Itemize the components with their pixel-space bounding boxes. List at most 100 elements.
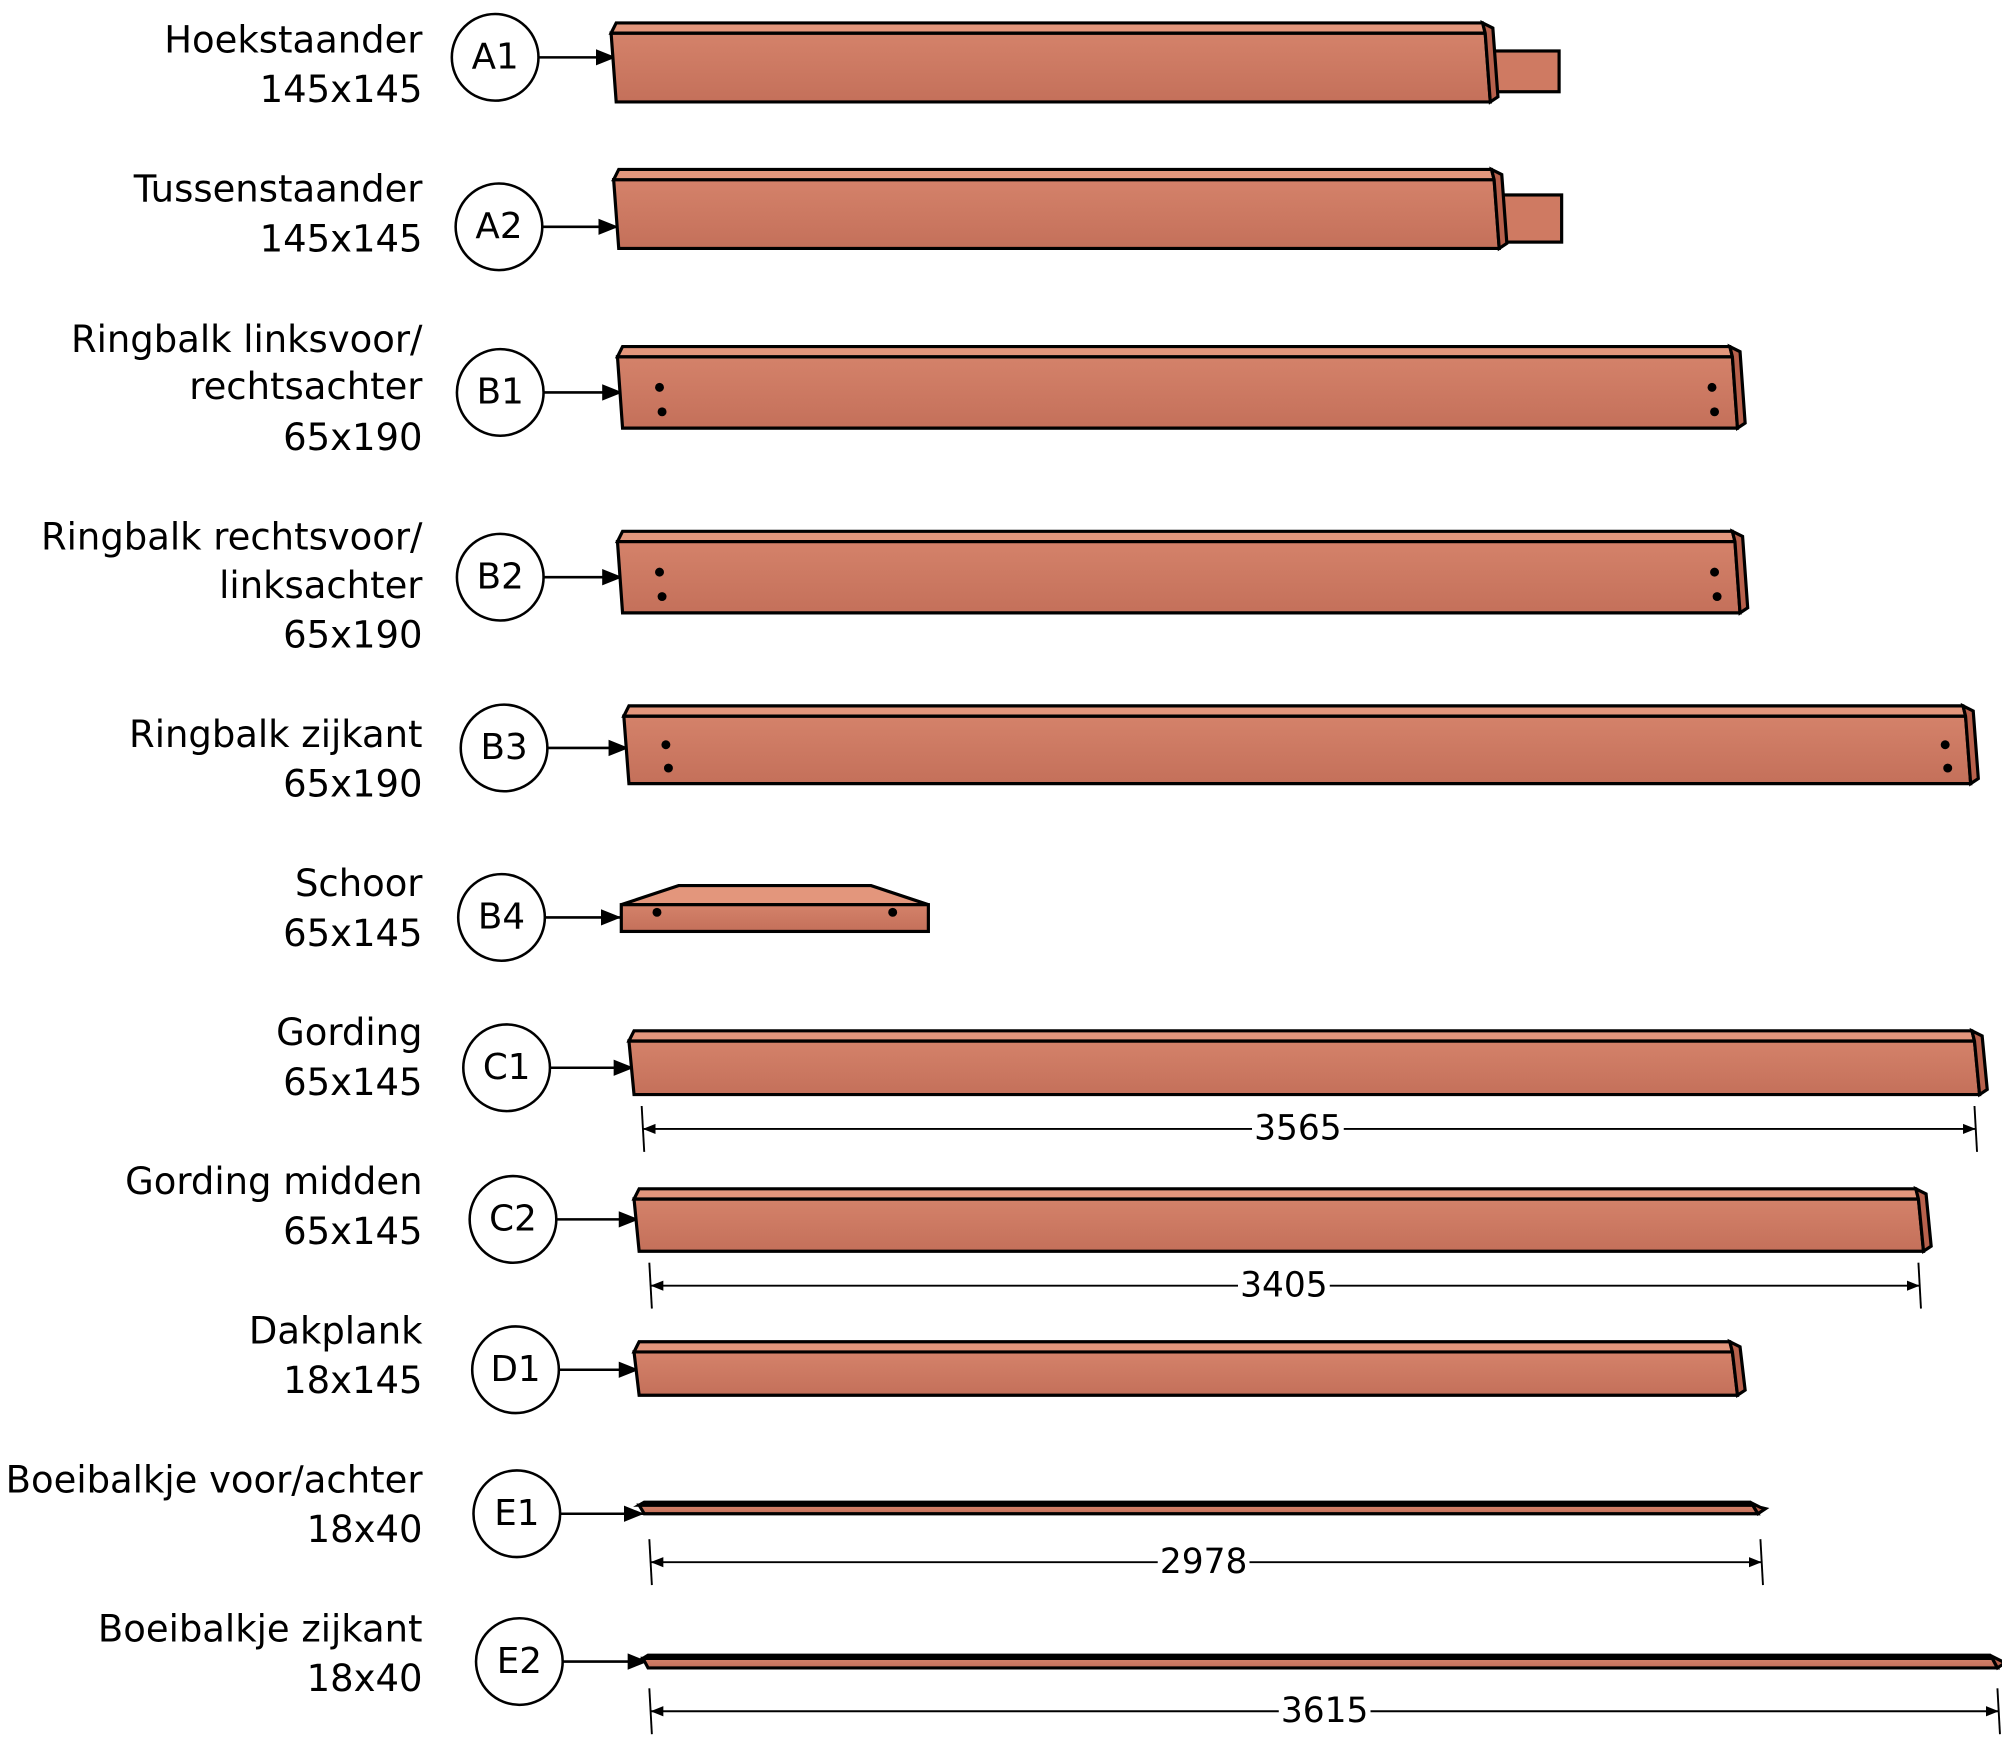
part-size: 145x145 [260,68,423,111]
part: Gording midden 65x145 C2 3405 [125,1160,1933,1309]
part-name: Dakplank [249,1309,423,1352]
part-code: B1 [477,372,524,413]
beam-front [619,903,930,934]
beam-end [1489,166,1509,252]
part: Dakplank 18x145 D1 [249,1309,1747,1415]
bolt-hole [663,763,673,773]
beam-front [615,355,1740,430]
part-length: 3615 [1281,1691,1369,1731]
beam-top [637,1653,1996,1660]
beam-top [631,1187,1921,1201]
part-name: rechtsachter [189,365,423,408]
part-code: B2 [477,556,524,597]
beam-top [626,1029,1977,1043]
part: Ringbalk linksvoor/rechtsachter 65x190 B1 [71,318,1747,459]
bolt-hole [1940,740,1950,750]
beam-front [615,539,1742,615]
bolt-hole [1707,382,1717,392]
beam-front [632,1197,1926,1253]
part-code: E2 [497,1641,542,1682]
beam-top [633,1500,1757,1507]
part-code: C2 [489,1199,537,1240]
bolt-hole [657,592,667,602]
part: Ringbalk zijkant 65x190 B3 [129,702,1980,806]
part-size: 18x145 [283,1359,422,1402]
part-name: Ringbalk linksvoor/ [71,318,423,361]
part-length: 3565 [1254,1109,1342,1149]
part-size: 65x190 [283,763,422,806]
beam-top [614,529,1737,544]
part-size: 18x40 [307,1657,423,1700]
beam-end [1727,1338,1747,1399]
part-name: Hoekstaander [164,19,423,62]
bolt-hole [655,567,664,577]
bolt-hole [661,740,671,750]
beam-front [627,1039,1982,1097]
part-size: 145x145 [260,217,423,260]
bolt-hole [888,907,898,917]
part-size: 65x190 [283,614,422,657]
code-circle [456,872,547,963]
dim-bg [1238,1265,1330,1307]
part-code: B3 [480,727,527,768]
bolt-hole [1710,567,1720,577]
dim-bg [1252,1108,1344,1150]
beam-top [621,704,1968,718]
part-name: Ringbalk zijkant [129,713,422,756]
part-size: 65x145 [283,912,422,955]
part-name: Gording [276,1011,422,1054]
part-name: Boeibalkje zijkant [98,1607,423,1650]
part-size: 65x145 [283,1210,422,1253]
beam-top [614,344,1735,359]
part-name: Tussenstaander [133,168,424,211]
tenon [1500,193,1564,244]
dim-bg [1278,1690,1371,1732]
part-length: 2978 [1160,1542,1248,1582]
part: Ringbalk rechtsvoor/linksachter 65x190 B2 [41,515,1750,657]
part: Boeibalkje voor/achter 18x40 E1 2978 [6,1458,1770,1586]
parts: Hoekstaander 145x145 A1 Tussenstaander 145x1… [6,12,2002,1735]
beam-end [1730,528,1750,616]
part-code: A1 [472,37,519,78]
beam-end [1480,19,1500,105]
part: Schoor 65x145 B4 [283,862,930,963]
bolt-hole [1712,592,1722,602]
beam-front [632,1350,1740,1397]
beam-end [1913,1185,1933,1255]
part-size: 65x190 [283,416,422,459]
part-code: D1 [490,1349,540,1390]
beam-front [611,178,1501,251]
beam-end [1727,343,1747,431]
beam-end [1969,1027,1989,1098]
part-code: A2 [475,206,522,247]
part-name: Schoor [295,862,423,905]
part-name: linksachter [219,564,423,607]
part: Gording 65x145 C1 3565 [276,1011,1989,1152]
part-length: 3405 [1240,1265,1328,1305]
beam-front [609,31,1493,104]
dim-bg [1157,1541,1250,1583]
part: Hoekstaander 145x145 A1 [164,12,1561,111]
part-code: E1 [494,1493,539,1534]
beam-end [1988,1653,2002,1671]
bolt-hole [657,407,667,417]
bolt-hole [1943,763,1953,773]
part-size: 65x145 [283,1061,422,1104]
beam-end [1960,702,1980,787]
bolt-hole [655,382,664,392]
tenon [1491,49,1561,94]
part-code: C1 [483,1047,531,1088]
beam-top [608,21,1488,35]
part: Boeibalkje zijkant 18x40 E2 3615 [98,1607,2002,1735]
part-name: Gording midden [125,1160,422,1203]
bolt-hole [652,907,662,917]
part-size: 18x40 [307,1508,423,1551]
code-circle [450,12,540,102]
beam-end [1749,1500,1770,1516]
part-name: Boeibalkje voor/achter [6,1458,424,1501]
beam-top [611,167,1497,182]
bolt-hole [1710,407,1720,417]
part-name: Ringbalk rechtsvoor/ [41,515,423,558]
